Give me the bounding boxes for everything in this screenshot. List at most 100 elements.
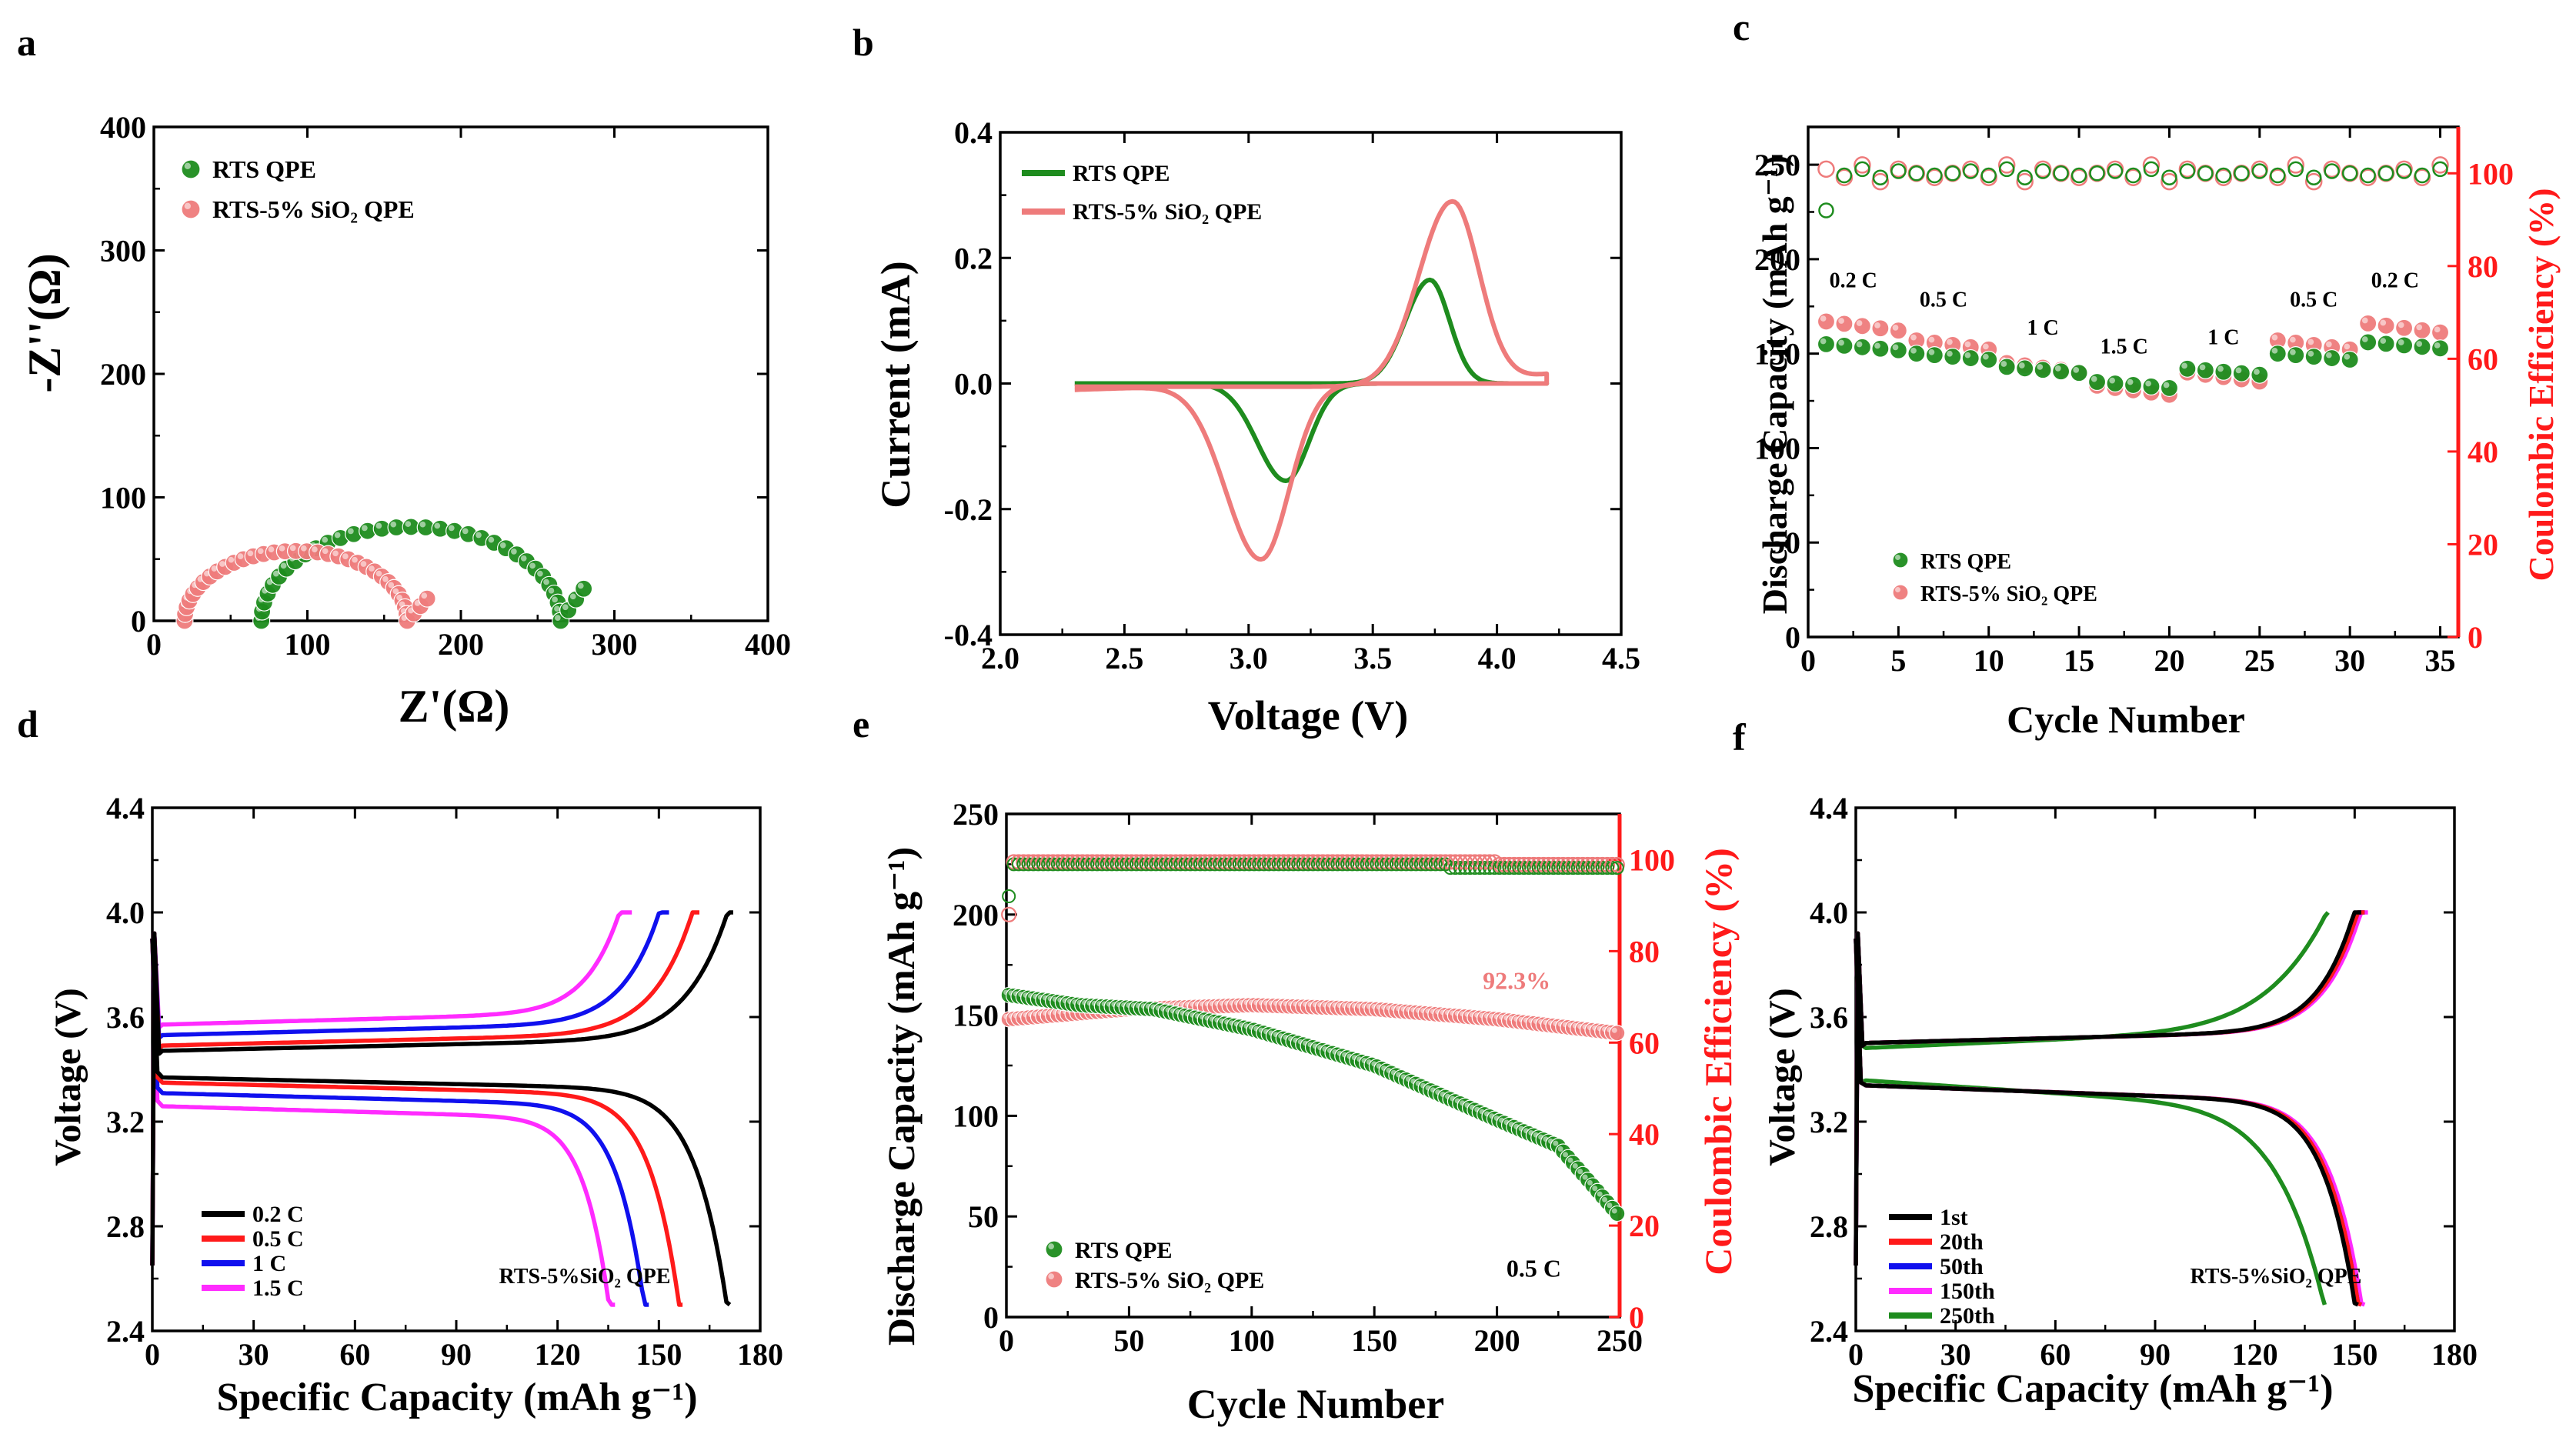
panel-e-ce-rts [1561, 861, 1576, 875]
panel-e-ce-rts [1576, 861, 1590, 875]
panel-a-point-shine [392, 588, 399, 595]
panel-c-capacity-rts [2196, 361, 2214, 379]
panel-d-ytick-label: 4.0 [106, 895, 145, 930]
panel-c-capacity-sio2-shine [1947, 338, 1953, 345]
panel-e-capacity-rts-shine [1582, 1174, 1588, 1180]
panel-e-rate-label: 0.5 C [1507, 1255, 1561, 1282]
panel-e-legend-label: RTS-5% SiO₂ QPE [1075, 1268, 1264, 1293]
panel-a-point-shine [332, 550, 339, 557]
panel-c-legend-marker [1892, 584, 1909, 601]
panel-e-ylabel: Discharge Capacity (mAh g⁻¹) [879, 847, 923, 1346]
panel-c-capacity-sio2-shine [1983, 343, 1989, 350]
panel-d-legend-label: 0.5 C [252, 1226, 304, 1252]
panel-b-xtick-label: 3.0 [1230, 641, 1268, 675]
panel-a-ylabel: -Z''(Ω) [19, 253, 70, 392]
panel-e-y2tick-label: 40 [1629, 1117, 1660, 1152]
panel-label-a: a [17, 21, 36, 64]
panel-c-ce-rts [1908, 165, 1925, 182]
panel-c-ce-sio2 [1890, 160, 1907, 178]
panel-a-point-shine [361, 525, 368, 532]
panel-c-capacity-rts-shine [2181, 362, 2187, 369]
panel-c-ce-rts [2234, 165, 2250, 182]
panel-e-ce-rts [1531, 861, 1546, 875]
panel-d-ytick-label: 4.4 [106, 791, 145, 825]
panel-c-y2tick-label: 20 [2468, 527, 2498, 562]
panel-c-ce-sio2 [2214, 168, 2233, 186]
panel-c-capacity-sio2 [2359, 314, 2377, 332]
panel-c-capacity-sio2-shine [2290, 336, 2296, 343]
panel-a-ytick-label: 200 [100, 357, 146, 392]
panel-c-capacity-sio2-shine [2416, 324, 2423, 331]
panel-e-ce-rts [1002, 889, 1016, 904]
panel-c-capacity-rts [1980, 350, 1998, 369]
panel-c-ce-rts [1890, 163, 1907, 179]
panel-a-xtick-label: 200 [438, 627, 484, 662]
panel-d-discharge-15C [150, 938, 616, 1307]
panel-c-ce-sio2 [2431, 156, 2449, 174]
panel-c-capacity-sio2-shine [2397, 322, 2404, 328]
panel-a-ytick-label: 100 [100, 481, 146, 515]
panel-label-e: e [853, 702, 869, 745]
panel-a-legend-marker [181, 199, 201, 219]
panel-e-ce-rts [1580, 861, 1595, 875]
panel-e-capacity-rts-shine [1602, 1196, 1608, 1202]
panel-c-ce-sio2 [2287, 156, 2304, 174]
panel-c-capacity-rts-shine [2397, 339, 2404, 345]
panel-c-capacity-rts-shine [2325, 352, 2332, 358]
panel-c-capacity-sio2-shine [1874, 322, 1880, 328]
panel-a-point-shine [322, 548, 329, 555]
panel-d-charge-discharge-plot: 0 30 60 90 120 150 180 2.4 2.8 3.2 3.6 4.0 4.4 0.2 C0… [106, 791, 783, 1372]
panel-a-point-shine [434, 522, 441, 529]
panel-b-ytick-label: -0.4 [944, 618, 993, 652]
panel-c-ce-rts [2070, 167, 2087, 184]
panel-e-ytick-label: 0 [983, 1300, 999, 1335]
panel-c-xtick-label: 35 [2425, 643, 2456, 678]
panel-e-ce-rts [1483, 861, 1497, 875]
panel-a-point-shine [499, 542, 506, 549]
panel-a-point-shine [529, 562, 536, 569]
panel-c-capacity-rts-shine [2434, 342, 2441, 348]
panel-c-ce-rts [2432, 161, 2448, 178]
panel-c-capacity-rts-shine [2127, 379, 2134, 385]
panel-c-capacity-rts-shine [2018, 362, 2025, 369]
panel-c-ce-sio2 [1926, 168, 1944, 186]
panel-c-capacity-rts-shine [1856, 341, 1863, 348]
panel-e-ce-rts [1600, 861, 1615, 875]
panel-a-xtick-label: 400 [745, 627, 791, 662]
panel-a-point-shine [396, 594, 402, 601]
panel-a-point-shine [228, 556, 235, 563]
panel-a-point-shine [405, 521, 412, 527]
panel-c-rate-label: 1 C [2207, 325, 2239, 349]
panel-a-xtick-label: 0 [146, 627, 162, 662]
panel-c-ce-rts [2377, 165, 2394, 182]
panel-c-xtick-label: 15 [2064, 643, 2094, 678]
panel-f-caption: RTS-5%SiO₂ QPE [2191, 1265, 2362, 1289]
panel-c-capacity-rts [2034, 361, 2052, 379]
panel-c-capacity-sio2-shine [1964, 341, 1971, 348]
panel-a-tail-point-shine [562, 604, 569, 611]
panel-c-ce-sio2 [2359, 168, 2377, 186]
panel-d-legend-label: 1.5 C [252, 1276, 304, 1301]
panel-c-ce-rts [2305, 169, 2322, 185]
panel-b-series-sio2 [1074, 198, 1550, 562]
panel-c-legend-label: RTS-5% SiO₂ QPE [1920, 582, 2097, 606]
panel-e-ce-sio2 [1001, 906, 1017, 922]
panel-b-ytick-label: -0.2 [944, 492, 993, 527]
panel-c-capacity-sio2 [1871, 319, 1890, 338]
panel-e-ce-rts [1551, 861, 1566, 875]
panel-c-capacity-rts-shine [1964, 352, 1971, 358]
panel-e-y2tick-label: 0 [1629, 1300, 1644, 1335]
panel-c-ce-rts [2215, 167, 2232, 184]
panel-c-capacity-rts-shine [2235, 367, 2242, 374]
panel-e-ce-sio2 [1609, 856, 1625, 873]
panel-e-ce-rts [1502, 861, 1517, 875]
panel-e-ce-rts [1556, 861, 1570, 875]
panel-c-ylabel: Discharge Capacity (mAh g⁻¹) [1755, 155, 1794, 614]
panel-a-ytick-label: 300 [100, 234, 146, 268]
panel-a-point-shine [312, 546, 318, 552]
panel-c-capacity-rts-shine [2290, 348, 2296, 355]
panel-c-capacity-sio2 [2431, 323, 2450, 342]
panel-c-ce-sio2 [2016, 172, 2034, 191]
panel-f-ytick-label: 4.0 [1810, 895, 1848, 930]
